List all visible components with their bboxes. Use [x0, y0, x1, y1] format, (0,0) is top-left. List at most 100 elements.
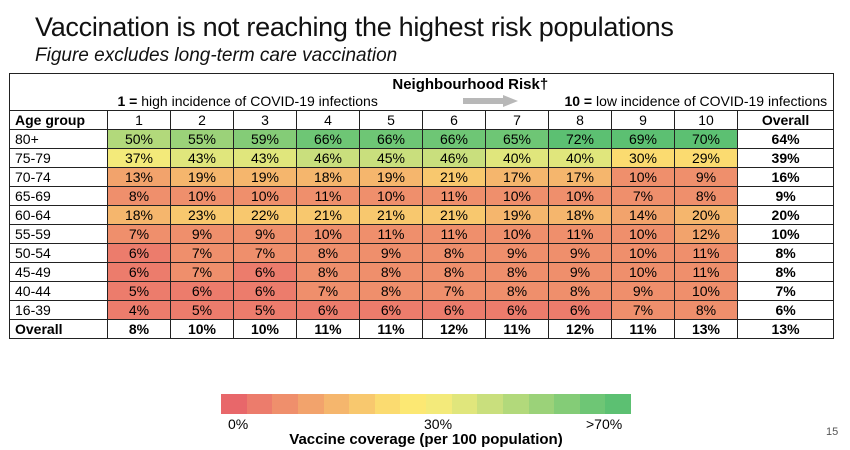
legend-swatch — [297, 394, 324, 414]
overall-total-cell: 13% — [736, 319, 835, 339]
neighbourhood-risk-title: Neighbourhood Risk† — [392, 76, 549, 93]
slide-subtitle: Figure excludes long-term care vaccinati… — [35, 45, 398, 66]
coverage-cell: 8% — [296, 262, 360, 282]
legend-swatch — [246, 394, 273, 414]
coverage-cell: 20% — [674, 205, 738, 225]
coverage-cell: 23% — [170, 205, 234, 225]
coverage-cell: 6% — [107, 243, 171, 263]
coverage-cell: 6% — [548, 300, 612, 320]
coverage-cell: 8% — [674, 300, 738, 320]
table-row: 65-69 8% 10% 10% 11% 10% 11% 10% 10% 7% 8% 9% — [9, 186, 835, 206]
coverage-cell: 9% — [170, 224, 234, 244]
coverage-cell: 69% — [611, 129, 675, 149]
coverage-cell: 8% — [359, 281, 423, 301]
legend-swatch — [451, 394, 478, 414]
coverage-cell: 8% — [674, 186, 738, 206]
coverage-cell: 37% — [107, 148, 171, 168]
coverage-cell: 11% — [548, 224, 612, 244]
coverage-cell: 11% — [422, 186, 486, 206]
age-group-cell: 45-49 — [9, 262, 108, 282]
legend-swatch — [502, 394, 529, 414]
overall-value-cell: 11% — [611, 319, 675, 339]
coverage-cell: 10% — [611, 262, 675, 282]
overall-cell: 20% — [736, 205, 835, 225]
coverage-cell: 8% — [296, 243, 360, 263]
coverage-cell: 9% — [485, 243, 549, 263]
coverage-cell: 10% — [611, 224, 675, 244]
coverage-cell: 14% — [611, 205, 675, 225]
coverage-cell: 66% — [296, 129, 360, 149]
coverage-cell: 21% — [359, 205, 423, 225]
coverage-cell: 10% — [485, 186, 549, 206]
coverage-cell: 7% — [611, 300, 675, 320]
overall-value-cell: 10% — [233, 319, 297, 339]
table-row: 16-39 4% 5% 5% 6% 6% 6% 6% 6% 7% 8% 6% — [9, 300, 835, 320]
column-header: 10 — [674, 110, 738, 130]
coverage-cell: 10% — [611, 243, 675, 263]
column-header: 5 — [359, 110, 423, 130]
group-header-row: Neighbourhood Risk† 1 = high incidence o… — [9, 73, 835, 111]
overall-cell: 9% — [736, 186, 835, 206]
overall-cell: 16% — [736, 167, 835, 187]
slide-title: Vaccination is not reaching the highest … — [35, 12, 674, 42]
coverage-cell: 4% — [107, 300, 171, 320]
coverage-cell: 18% — [548, 205, 612, 225]
age-group-cell: 55-59 — [9, 224, 108, 244]
coverage-cell: 7% — [296, 281, 360, 301]
legend-title: Vaccine coverage (per 100 population) — [289, 431, 563, 448]
coverage-cell: 19% — [170, 167, 234, 187]
coverage-cell: 7% — [233, 243, 297, 263]
overall-cell: 8% — [736, 262, 835, 282]
overall-cell: 39% — [736, 148, 835, 168]
coverage-cell: 8% — [359, 262, 423, 282]
coverage-cell: 43% — [233, 148, 297, 168]
table-row: 70-74 13% 19% 19% 18% 19% 21% 17% 17% 10% 9% 16% — [9, 167, 835, 187]
coverage-cell: 40% — [485, 148, 549, 168]
legend-min-label: 0% — [228, 416, 249, 432]
legend-swatch — [272, 394, 298, 414]
coverage-cell: 66% — [359, 129, 423, 149]
neighbourhood-risk-header: Neighbourhood Risk† 1 = high incidence o… — [107, 73, 835, 111]
legend-swatch — [323, 394, 350, 414]
coverage-cell: 18% — [107, 205, 171, 225]
coverage-cell: 10% — [359, 186, 423, 206]
overall-label-cell: Overall — [9, 319, 108, 339]
coverage-cell: 7% — [170, 262, 234, 282]
column-header: Age group — [9, 110, 108, 130]
table-row: 75-79 37% 43% 43% 46% 45% 46% 40% 40% 30% 29% 39% — [9, 148, 835, 168]
coverage-cell: 11% — [296, 186, 360, 206]
coverage-cell: 30% — [611, 148, 675, 168]
overall-value-cell: 11% — [359, 319, 423, 339]
coverage-cell: 9% — [611, 281, 675, 301]
overall-row: Overall 8% 10% 10% 11% 11% 12% 11% 12% 11% 13% 13% — [9, 319, 835, 339]
coverage-cell: 10% — [485, 224, 549, 244]
column-header-row: Age group 1 2 3 4 5 6 7 8 9 10 Overall — [9, 110, 835, 130]
overall-value-cell: 12% — [422, 319, 486, 339]
coverage-cell: 17% — [548, 167, 612, 187]
legend-max-label: >70% — [586, 416, 623, 432]
overall-cell: 7% — [736, 281, 835, 301]
age-group-cell: 80+ — [9, 129, 108, 149]
coverage-cell: 6% — [233, 262, 297, 282]
coverage-cell: 10% — [296, 224, 360, 244]
coverage-cell: 9% — [233, 224, 297, 244]
coverage-cell: 22% — [233, 205, 297, 225]
coverage-cell: 9% — [548, 262, 612, 282]
legend-swatch — [374, 394, 401, 414]
coverage-cell: 19% — [359, 167, 423, 187]
age-group-cell: 65-69 — [9, 186, 108, 206]
age-group-cell: 70-74 — [9, 167, 108, 187]
column-header: 2 — [170, 110, 234, 130]
column-header: 8 — [548, 110, 612, 130]
column-header: 1 — [107, 110, 171, 130]
high-risk-number: 1 = — [117, 93, 138, 109]
coverage-cell: 8% — [422, 262, 486, 282]
age-group-cell: 75-79 — [9, 148, 108, 168]
coverage-cell: 10% — [170, 186, 234, 206]
right-arrow-icon — [462, 95, 518, 107]
legend-swatch — [426, 394, 452, 414]
coverage-cell: 8% — [107, 186, 171, 206]
coverage-cell: 6% — [233, 281, 297, 301]
column-header: 6 — [422, 110, 486, 130]
legend-swatch — [400, 394, 426, 414]
